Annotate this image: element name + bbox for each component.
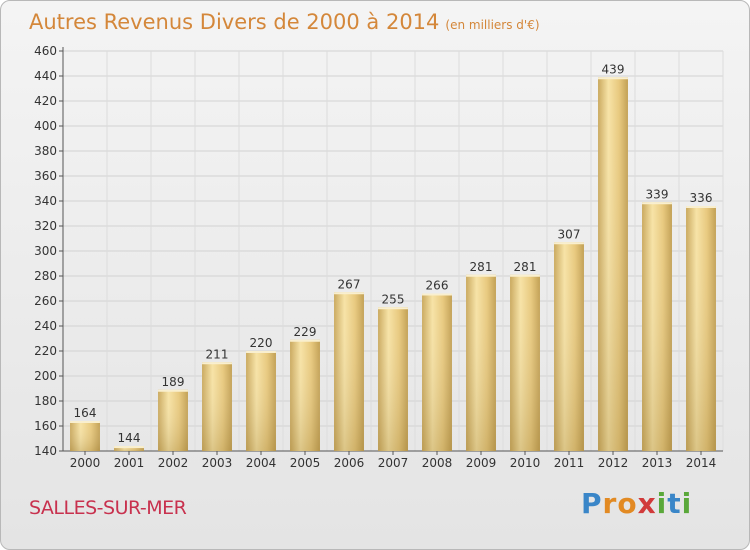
bar-top-highlight xyxy=(642,202,672,205)
bar-value-label: 220 xyxy=(250,336,273,350)
bar-shade xyxy=(554,242,584,451)
bar-shade xyxy=(290,339,320,451)
y-tick-label: 380 xyxy=(34,144,57,158)
y-tick-label: 320 xyxy=(34,219,57,233)
x-tick-label: 2003 xyxy=(202,456,233,470)
bar-value-label: 307 xyxy=(558,227,581,241)
bar-value-label: 189 xyxy=(162,375,185,389)
bar-top-highlight xyxy=(70,421,100,423)
bar-value-label: 255 xyxy=(382,292,405,306)
bar-top-highlight xyxy=(202,362,232,365)
bar-top-highlight xyxy=(598,77,628,80)
label-layer: 140 160 180 200 220 240 260 280 300 320 340 360 380 4… xyxy=(34,44,716,470)
chart-title-text: Autres Revenus Divers de 2000 à 2014 xyxy=(29,10,440,34)
bar-top-highlight xyxy=(510,274,540,277)
x-tick-label: 2000 xyxy=(70,456,101,470)
bar-value-label: 211 xyxy=(206,347,229,361)
bar-shade xyxy=(246,351,276,451)
bar-shade xyxy=(378,307,408,451)
bar-shade xyxy=(686,206,716,451)
bar-top-highlight xyxy=(290,339,320,342)
bar-shade xyxy=(70,421,100,451)
bar-top-highlight xyxy=(554,242,584,245)
y-tick-label: 360 xyxy=(34,169,57,183)
y-tick-label: 220 xyxy=(34,344,57,358)
bar-top-highlight xyxy=(466,274,496,277)
y-tick-label: 300 xyxy=(34,244,57,258)
bar-layer xyxy=(70,77,716,451)
bar-value-label: 339 xyxy=(646,187,669,201)
bar-value-label: 229 xyxy=(294,325,317,339)
bar-value-label: 281 xyxy=(470,260,493,274)
bar-shade xyxy=(202,362,232,451)
bar-shade xyxy=(466,274,496,451)
x-tick-label: 2004 xyxy=(246,456,277,470)
y-tick-label: 340 xyxy=(34,194,57,208)
x-tick-label: 2012 xyxy=(598,456,629,470)
x-tick-label: 2013 xyxy=(642,456,673,470)
y-tick-label: 460 xyxy=(34,44,57,58)
x-tick-label: 2007 xyxy=(378,456,409,470)
bar-top-highlight xyxy=(114,446,144,448)
bar-top-highlight xyxy=(422,293,452,296)
x-tick-label: 2009 xyxy=(466,456,497,470)
x-tick-label: 2001 xyxy=(114,456,145,470)
bar-value-label: 267 xyxy=(338,277,361,291)
y-tick-label: 180 xyxy=(34,394,57,408)
x-tick-label: 2008 xyxy=(422,456,453,470)
bar-value-label: 144 xyxy=(118,431,141,445)
bar-shade xyxy=(642,202,672,451)
y-tick-label: 160 xyxy=(34,419,57,433)
bar-value-label: 266 xyxy=(426,279,449,293)
bar-top-highlight xyxy=(158,389,188,392)
bar-top-highlight xyxy=(246,351,276,353)
bar-top-highlight xyxy=(378,307,408,310)
proxiti-logo: Proxiti xyxy=(581,487,693,520)
y-tick-label: 440 xyxy=(34,69,57,83)
y-tick-label: 400 xyxy=(34,119,57,133)
bar-shade xyxy=(334,292,364,451)
bar-shade xyxy=(158,389,188,451)
bar-shade xyxy=(598,77,628,451)
y-tick-label: 260 xyxy=(34,294,57,308)
x-tick-label: 2014 xyxy=(686,456,717,470)
bar-top-highlight xyxy=(686,206,716,208)
bar-shade xyxy=(422,293,452,451)
bar-shade xyxy=(114,446,144,451)
x-tick-label: 2005 xyxy=(290,456,321,470)
city-name: SALLES-SUR-MER xyxy=(29,497,187,519)
y-tick-label: 240 xyxy=(34,319,57,333)
y-tick-label: 200 xyxy=(34,369,57,383)
x-tick-label: 2011 xyxy=(554,456,585,470)
bar-shade xyxy=(510,274,540,451)
y-tick-label: 280 xyxy=(34,269,57,283)
bar-value-label: 336 xyxy=(690,191,713,205)
x-tick-label: 2010 xyxy=(510,456,541,470)
x-tick-label: 2006 xyxy=(334,456,365,470)
x-tick-label: 2002 xyxy=(158,456,189,470)
bar-value-label: 281 xyxy=(514,260,537,274)
bar-top-highlight xyxy=(334,292,364,295)
chart-title: Autres Revenus Divers de 2000 à 2014 (en … xyxy=(29,10,540,34)
chart-subtitle: (en milliers d'€) xyxy=(445,18,540,32)
bar-value-label: 439 xyxy=(602,62,625,76)
bar-value-label: 164 xyxy=(74,406,97,420)
y-tick-label: 420 xyxy=(34,94,57,108)
y-tick-label: 140 xyxy=(34,444,57,458)
